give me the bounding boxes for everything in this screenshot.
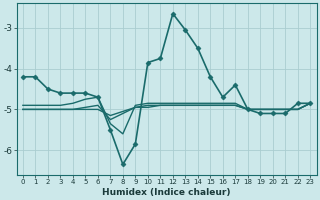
- X-axis label: Humidex (Indice chaleur): Humidex (Indice chaleur): [102, 188, 231, 197]
